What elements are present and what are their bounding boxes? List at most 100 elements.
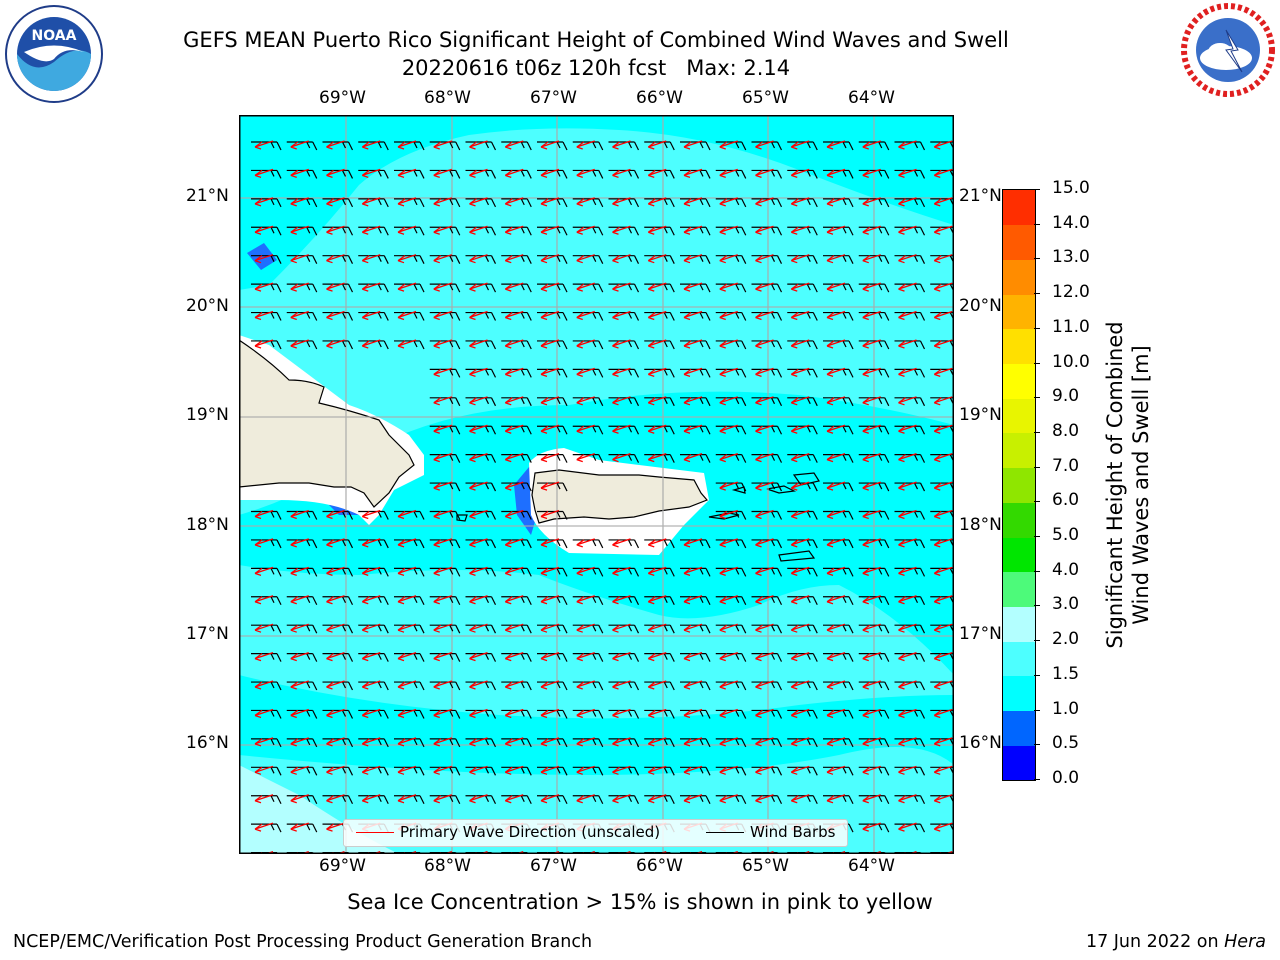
wind-barb <box>858 596 890 606</box>
wave-direction-arrow <box>719 197 738 207</box>
wave-direction-arrow <box>576 197 595 207</box>
colorbar-swatch <box>1003 675 1035 712</box>
wind-barb <box>322 198 354 208</box>
wind-barb <box>322 255 354 264</box>
wind-barb <box>751 709 783 719</box>
wind-barb <box>644 368 675 378</box>
lat-label-left: 18°N <box>186 515 229 535</box>
wind-barb <box>858 169 890 179</box>
wave-direction-arrow <box>862 765 881 775</box>
wave-direction-arrow <box>898 680 917 690</box>
wind-barb <box>501 425 532 435</box>
wave-direction-arrow <box>898 822 917 832</box>
wind-barb <box>429 311 461 321</box>
wind-barb <box>680 738 711 748</box>
sea-ice-caption: Sea Ice Concentration > 15% is shown in … <box>347 890 933 914</box>
wave-direction-arrow <box>361 765 381 775</box>
wave-direction-arrow <box>826 225 846 235</box>
wave-direction-arrow <box>862 453 881 463</box>
wind-barb <box>429 795 461 804</box>
wave-direction-arrow <box>576 794 595 804</box>
lon-label-bottom: 66°W <box>636 856 683 876</box>
wave-direction-arrow <box>576 623 595 633</box>
lat-label-left: 16°N <box>186 733 229 753</box>
wind-barb <box>787 169 818 179</box>
colorbar-tick-label: 10.0 <box>1052 351 1090 372</box>
wind-barb <box>394 738 425 748</box>
wind-barb <box>465 596 497 606</box>
wave-direction-arrow <box>612 680 631 690</box>
wave-direction-arrow <box>933 680 953 690</box>
wind-barb <box>608 738 640 748</box>
lon-label-bottom: 67°W <box>530 856 577 876</box>
wind-barb <box>251 738 282 748</box>
wind-barb <box>644 226 675 236</box>
wind-barb <box>644 709 675 719</box>
wind-barb <box>858 368 890 378</box>
colorbar-swatch <box>1003 641 1035 677</box>
wind-barb <box>858 425 890 435</box>
wave-direction-arrow <box>933 566 953 576</box>
wind-barb <box>823 510 854 520</box>
wave-direction-arrow <box>504 765 524 775</box>
wave-direction-arrow <box>933 453 953 463</box>
wave-direction-arrow <box>790 737 810 747</box>
wave-direction-arrow <box>254 254 274 264</box>
wave-direction-arrow <box>397 737 417 747</box>
wave-direction-arrow <box>433 424 452 434</box>
wind-barb <box>572 255 604 264</box>
wave-direction-arrow <box>326 310 345 321</box>
wave-direction-arrow <box>397 339 417 349</box>
wave-direction-arrow <box>254 310 274 321</box>
wind-barb <box>394 709 425 719</box>
wind-barb <box>894 340 926 350</box>
wave-direction-arrow <box>612 140 631 150</box>
colorbar-tick-mark <box>1034 223 1040 225</box>
wave-direction-arrow <box>290 140 309 150</box>
wave-direction-arrow <box>361 737 381 747</box>
wind-barb <box>537 368 568 378</box>
wind-barb <box>358 795 389 804</box>
colorbar-swatch <box>1003 606 1035 642</box>
wind-barb <box>572 311 604 321</box>
wind-barb <box>286 283 318 293</box>
legend-barb-label: Wind Barbs <box>750 823 836 841</box>
wind-barb <box>680 368 711 378</box>
wave-height-band <box>239 115 954 290</box>
wave-direction-arrow <box>576 737 595 747</box>
wave-direction-arrow <box>504 453 524 463</box>
wind-barb <box>465 567 497 577</box>
wind-barb <box>751 141 783 151</box>
wind-barb <box>680 226 711 236</box>
wind-barb <box>572 596 604 606</box>
wave-direction-arrow <box>326 623 345 633</box>
wave-direction-arrow <box>790 708 810 719</box>
wave-direction-arrow <box>612 367 631 378</box>
wave-direction-arrow <box>397 680 417 690</box>
wave-direction-arrow <box>790 197 810 207</box>
wind-barb <box>358 709 389 719</box>
wind-barb <box>858 510 890 520</box>
wave-direction-arrow <box>683 197 703 207</box>
wave-direction-arrow <box>647 197 667 207</box>
wind-barb <box>429 738 461 748</box>
wave-direction-arrow <box>826 310 846 321</box>
colorbar-tick-mark <box>1034 605 1040 607</box>
wind-barb <box>394 198 425 208</box>
wave-direction-arrow <box>576 708 595 719</box>
wind-barb <box>501 510 532 520</box>
wind-barb <box>858 397 890 407</box>
wind-barb <box>715 510 747 520</box>
wave-direction-arrow <box>612 595 631 605</box>
wave-direction-swatch <box>356 831 394 833</box>
wind-barb <box>572 738 604 748</box>
wind-barb <box>251 624 282 634</box>
wave-direction-arrow <box>612 424 631 434</box>
wave-direction-arrow <box>290 538 309 548</box>
wave-direction-arrow <box>540 140 560 150</box>
wind-barb <box>251 709 282 719</box>
wave-direction-arrow <box>719 453 738 463</box>
wave-direction-arrow <box>933 623 953 633</box>
wave-direction-arrow <box>933 197 953 207</box>
wave-direction-arrow <box>898 282 917 292</box>
